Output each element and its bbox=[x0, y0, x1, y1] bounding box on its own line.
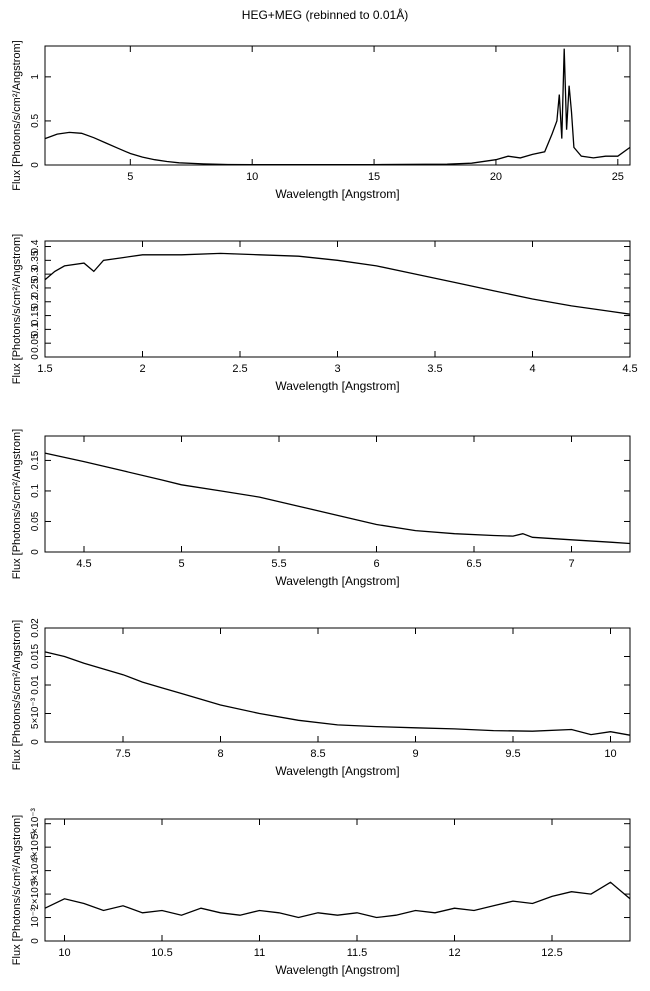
panel-5-x-tick-label: 11 bbox=[254, 947, 265, 959]
panel-4-y-tick-label: 0.015 bbox=[30, 644, 41, 669]
panel-4-y-tick-label: 5×10⁻³ bbox=[30, 697, 41, 729]
panel-2-x-tick-label: 3 bbox=[334, 363, 340, 375]
panel-2-y-axis-label: Flux [Photons/s/cm²/Angstrom] bbox=[11, 234, 23, 384]
panel-5-x-tick-label: 12.5 bbox=[541, 947, 562, 959]
panel-3-x-axis-label: Wavelength [Angstrom] bbox=[275, 574, 399, 588]
panel-5-y-axis-label: Flux [Photons/s/cm²/Angstrom] bbox=[11, 815, 23, 965]
panel-1-y-axis-label: Flux [Photons/s/cm²/Angstrom] bbox=[11, 40, 23, 190]
panel-2-x-tick-label: 3.5 bbox=[427, 363, 442, 375]
panel-2-x-tick-label: 2.5 bbox=[232, 363, 247, 375]
panel-1-y-tick-label: 1 bbox=[30, 74, 41, 80]
panel-1-flux-line bbox=[45, 49, 630, 165]
panel-1-x-tick-label: 20 bbox=[490, 171, 502, 183]
panel-4-x-tick-label: 9.5 bbox=[505, 748, 520, 760]
panel-3-y-tick-label: 0 bbox=[30, 549, 41, 555]
panel-5-y-tick-label: 0 bbox=[30, 938, 41, 944]
panel-3-x-tick-label: 5.5 bbox=[271, 558, 286, 570]
panel-2-x-tick-label: 4 bbox=[529, 363, 535, 375]
panel-4-y-axis-label: Flux [Photons/s/cm²/Angstrom] bbox=[11, 620, 23, 770]
panel-5-x-tick-label: 12 bbox=[448, 947, 460, 959]
panel-4-x-tick-label: 8.5 bbox=[310, 748, 325, 760]
panel-1-x-axis-label: Wavelength [Angstrom] bbox=[275, 187, 399, 201]
panel-2-x-tick-label: 4.5 bbox=[622, 363, 637, 375]
plots-canvas: 5 10 15 20 2500.51Wavelength [Angstrom]Flux … bbox=[0, 0, 650, 991]
panel-1-y-tick-label: 0 bbox=[30, 162, 41, 168]
panel-4-x-tick-label: 8 bbox=[217, 748, 223, 760]
panel-5-x-axis-label: Wavelength [Angstrom] bbox=[275, 963, 399, 977]
panel-3-y-tick-label: 0.05 bbox=[30, 511, 41, 531]
panel-1-x-tick-label: 15 bbox=[368, 171, 380, 183]
panel-4-x-axis-label: Wavelength [Angstrom] bbox=[275, 764, 399, 778]
panel-4-y-tick-label: 0.02 bbox=[30, 618, 41, 638]
panel-1-frame bbox=[45, 46, 630, 165]
panel-3-flux-line bbox=[45, 453, 630, 543]
panel-3-x-tick-label: 6.5 bbox=[466, 558, 481, 570]
panel-2-x-axis-label: Wavelength [Angstrom] bbox=[275, 379, 399, 393]
panel-1-x-tick-label: 5 bbox=[127, 171, 133, 183]
panel-1-x-tick-label: 10 bbox=[246, 171, 258, 183]
panel-3-x-tick-label: 7 bbox=[568, 558, 574, 570]
panel-2-frame bbox=[45, 241, 630, 357]
panel-2-x-tick-label: 2 bbox=[139, 363, 145, 375]
panel-3-x-tick-label: 6 bbox=[373, 558, 379, 570]
panel-2-x-tick-label: 1.5 bbox=[37, 363, 52, 375]
panel-3-y-tick-label: 0.1 bbox=[30, 484, 41, 498]
panel-3-x-tick-label: 5 bbox=[178, 558, 184, 570]
panel-5-frame bbox=[45, 819, 630, 941]
panel-1-y-tick-label: 0.5 bbox=[30, 114, 41, 128]
panel-4-y-tick-label: 0.01 bbox=[30, 675, 41, 695]
panel-2-y-tick-label: 0 bbox=[30, 354, 41, 360]
panel-4-x-tick-label: 10 bbox=[604, 748, 616, 760]
panel-2-y-tick-label: 0.4 bbox=[30, 239, 41, 253]
panel-3-x-tick-label: 4.5 bbox=[76, 558, 91, 570]
panel-5-x-tick-label: 11.5 bbox=[347, 947, 368, 959]
panel-4-flux-line bbox=[45, 652, 630, 735]
panel-3-y-tick-label: 0.15 bbox=[30, 450, 41, 470]
panel-4-x-tick-label: 9 bbox=[412, 748, 418, 760]
panel-2-flux-line bbox=[45, 253, 630, 314]
panel-5-y-tick-label: 5×10⁻³ bbox=[30, 807, 41, 839]
panel-5-x-tick-label: 10 bbox=[58, 947, 70, 959]
panel-4-y-tick-label: 0 bbox=[30, 739, 41, 745]
panel-5-x-tick-label: 10.5 bbox=[151, 947, 172, 959]
panel-1-x-tick-label: 25 bbox=[612, 171, 624, 183]
panel-4-x-tick-label: 7.5 bbox=[115, 748, 130, 760]
panel-5-flux-line bbox=[45, 882, 630, 917]
panel-3-y-axis-label: Flux [Photons/s/cm²/Angstrom] bbox=[11, 429, 23, 579]
panel-3-frame bbox=[45, 436, 630, 552]
figure: HEG+MEG (rebinned to 0.01Å) 5 10 15 20 25 0 0.… bbox=[0, 0, 650, 991]
